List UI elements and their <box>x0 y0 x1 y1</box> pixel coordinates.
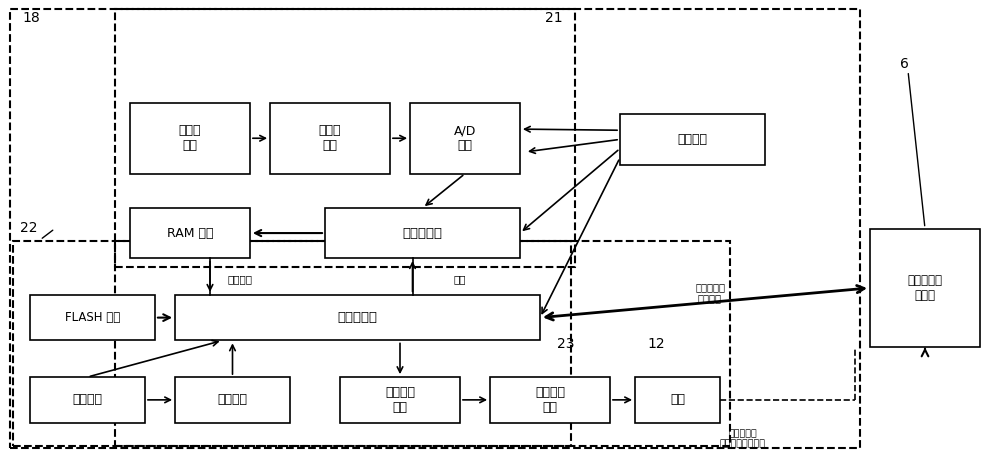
Text: 保护电路: 保护电路 <box>72 393 103 406</box>
Text: 实时时钟: 实时时钟 <box>217 393 247 406</box>
Text: 21: 21 <box>545 11 563 25</box>
Text: 钻杆、地层
构成电磁传输信道: 钻杆、地层 构成电磁传输信道 <box>720 429 766 448</box>
Bar <box>340 377 460 423</box>
Text: 指令: 指令 <box>454 274 466 284</box>
Text: 测量数据: 测量数据 <box>228 274 252 284</box>
Text: 天线: 天线 <box>670 393 685 406</box>
Bar <box>30 295 155 340</box>
Bar <box>130 103 250 174</box>
Bar <box>870 228 980 347</box>
Bar <box>410 103 520 174</box>
Bar <box>635 377 720 423</box>
Text: 脉冲变压
装置: 脉冲变压 装置 <box>535 386 565 414</box>
Text: 中央处理器: 中央处理器 <box>338 311 378 324</box>
Text: FLASH 存储: FLASH 存储 <box>65 311 120 324</box>
Text: 三轴加
速度: 三轴加 速度 <box>179 124 201 152</box>
Bar <box>115 9 575 267</box>
Text: 23: 23 <box>557 337 574 351</box>
Bar <box>620 114 765 165</box>
Text: 18: 18 <box>22 11 40 25</box>
Text: 电源模块: 电源模块 <box>678 133 708 146</box>
Bar <box>325 208 520 258</box>
Text: 中央处理器: 中央处理器 <box>402 227 442 239</box>
Bar <box>130 208 250 258</box>
Text: A/D
转换: A/D 转换 <box>454 124 476 152</box>
Bar <box>13 241 571 446</box>
Bar <box>175 295 540 340</box>
Bar <box>175 377 290 423</box>
Text: 22: 22 <box>20 222 38 235</box>
Text: 6: 6 <box>900 57 909 71</box>
Text: 地面数据回
放平台: 地面数据回 放平台 <box>908 274 942 302</box>
Bar <box>115 241 730 446</box>
Text: 放大、
滤波: 放大、 滤波 <box>319 124 341 152</box>
Text: RAM 缓存: RAM 缓存 <box>167 227 213 239</box>
Text: 功率放大
装置: 功率放大 装置 <box>385 386 415 414</box>
Text: 12: 12 <box>647 337 665 351</box>
Bar <box>30 377 145 423</box>
Bar <box>270 103 390 174</box>
Text: 仪器出井后
电缆传输: 仪器出井后 电缆传输 <box>695 282 725 303</box>
Bar <box>10 9 860 448</box>
Bar <box>490 377 610 423</box>
